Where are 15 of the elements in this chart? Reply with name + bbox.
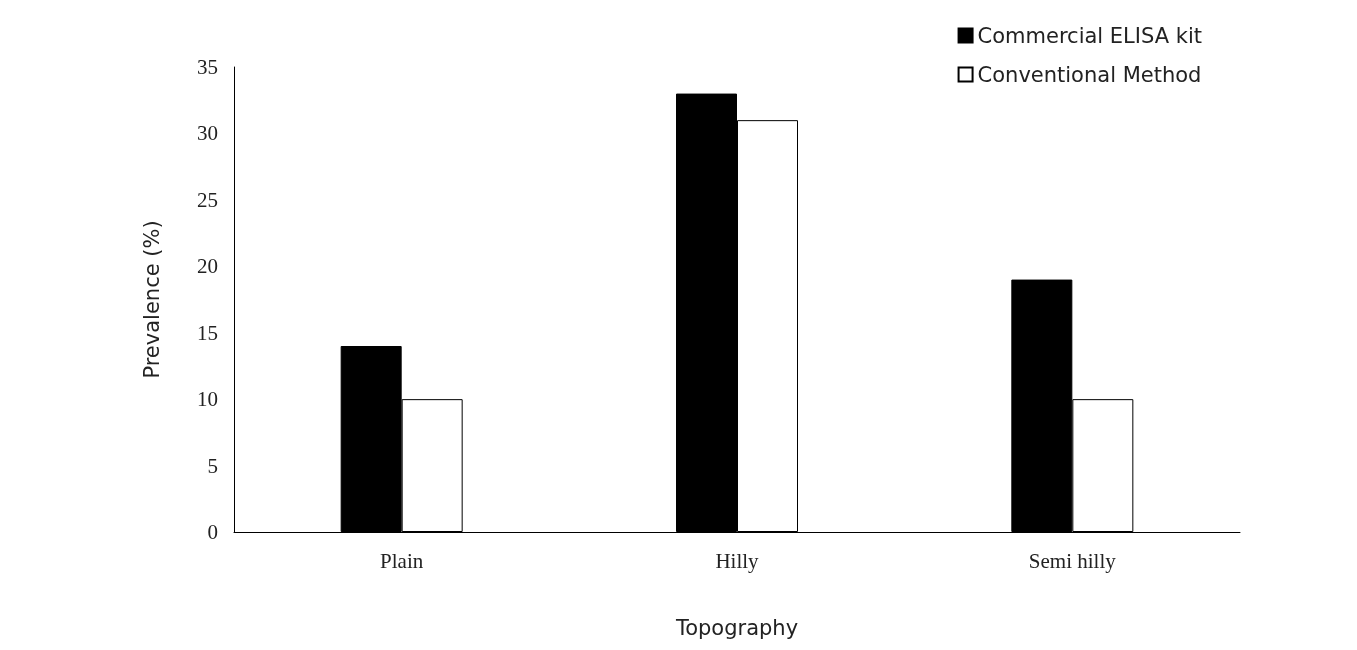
- y-axis-title: Prevalence (%): [139, 220, 164, 379]
- legend-label: Conventional Method: [977, 62, 1202, 87]
- legend-label: Commercial ELISA kit: [977, 23, 1203, 48]
- y-tick-label: 10: [197, 387, 218, 412]
- y-tick-label: 5: [207, 453, 218, 478]
- y-tick-label: 15: [197, 320, 218, 345]
- y-tick-label: 0: [207, 520, 218, 544]
- y-tick-label: 35: [197, 55, 218, 79]
- y-tick-label: 20: [197, 254, 218, 279]
- y-tick-label: 30: [197, 121, 218, 146]
- x-tick-label: Semi hilly: [1028, 548, 1117, 573]
- y-tick-label: 25: [197, 187, 218, 212]
- x-tick-label: Plain: [380, 548, 424, 573]
- x-tick-label: Hilly: [715, 548, 760, 573]
- x-axis-title: Topography: [674, 615, 799, 640]
